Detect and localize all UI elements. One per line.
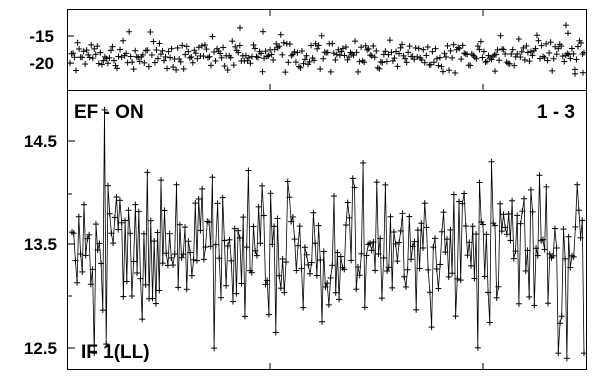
label-baseline: 1 - 3 xyxy=(537,102,575,123)
bottom-y-tick-label-2: 13.5 xyxy=(24,235,57,254)
top-series-markers xyxy=(67,22,587,77)
bottom-series xyxy=(69,106,587,362)
bottom-series-line xyxy=(71,109,585,359)
label-ef-on: EF - ON xyxy=(74,102,144,123)
top-y-tick-label-2: -20 xyxy=(29,54,54,73)
top-y-tick-label-1: -15 xyxy=(29,27,54,46)
bottom-y-tick-label-1: 14.5 xyxy=(24,132,57,151)
label-if: IF 1(LL) xyxy=(81,342,150,363)
bottom-panel-frame xyxy=(67,90,587,370)
bottom-y-tick-label-3: 12.5 xyxy=(24,339,57,358)
